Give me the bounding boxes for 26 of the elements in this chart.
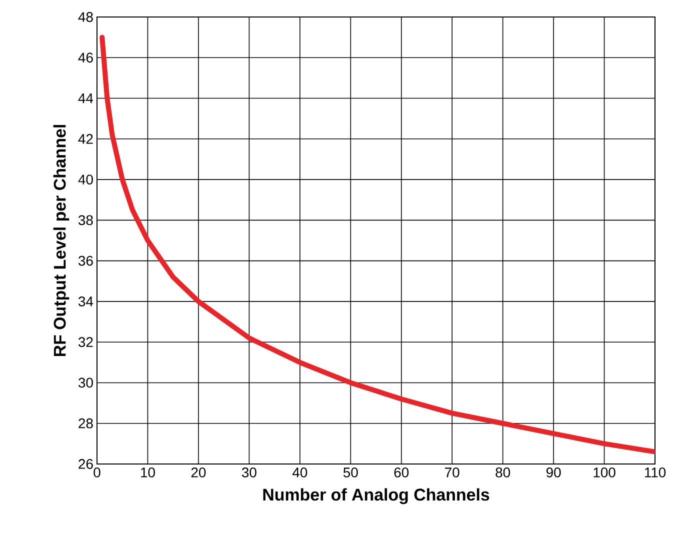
x-tick-label: 90 [546, 468, 561, 478]
x-tick-label: 100 [594, 468, 616, 478]
x-tick-label: 30 [242, 468, 256, 478]
x-tick-label: 80 [496, 468, 510, 478]
x-tick-label: 110 [644, 468, 666, 478]
y-tick-label: 44 [78, 93, 94, 104]
y-tick-label: 42 [78, 134, 93, 144]
y-tick-label: 30 [78, 378, 93, 388]
y-tick-label: 36 [78, 256, 93, 266]
y-tick-label: 48 [78, 12, 93, 22]
x-tick-label: 40 [292, 468, 308, 478]
y-tick-label: 46 [78, 52, 93, 63]
x-tick-label: 20 [191, 468, 206, 478]
x-tick-label: 70 [445, 468, 460, 478]
y-tick-label: 34 [78, 296, 94, 306]
y-tick-label: 28 [78, 418, 93, 428]
y-axis-title: RF Output Level per Channel [53, 125, 70, 356]
y-tick-label: 38 [78, 215, 93, 226]
y-tick-label: 26 [78, 459, 93, 469]
y-tick-label: 40 [78, 174, 93, 184]
x-axis-title: Number of Analog Channels [263, 488, 490, 504]
x-tick-label: 0 [94, 468, 100, 478]
y-tick-label: 32 [78, 337, 93, 348]
x-tick-label: 60 [394, 468, 409, 478]
x-tick-label: 10 [141, 468, 155, 478]
x-tick-label: 50 [343, 468, 358, 478]
